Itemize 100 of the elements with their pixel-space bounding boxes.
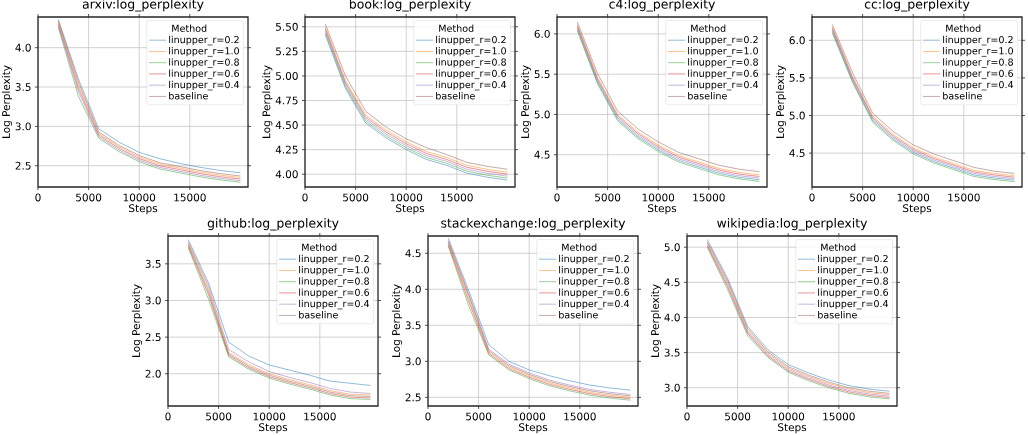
legend-label: linupper_r=0.4 <box>436 80 507 91</box>
x-tick-label: 15000 <box>174 193 206 202</box>
y-tick-label: 4.0 <box>15 43 31 52</box>
chart-title: book:log_perplexity <box>349 0 471 12</box>
legend-label: linupper_r=0.6 <box>169 69 240 80</box>
y-axis-title: Log Perplexity <box>131 284 143 357</box>
legend-label: baseline <box>299 311 338 319</box>
y-tick-label: 5.25 <box>276 47 298 56</box>
x-tick-label: 0 <box>554 193 560 202</box>
y-tick-label: 4.50 <box>275 121 298 130</box>
x-axis-title: Steps <box>259 423 288 434</box>
y-tick-label: 4.5 <box>534 150 550 159</box>
y-tick-label: 6.0 <box>789 36 805 45</box>
legend-label: linupper_r=0.6 <box>688 69 759 80</box>
legend-label: linupper_r=0.4 <box>688 80 759 91</box>
legend-label: linupper_r=0.2 <box>943 35 1013 46</box>
legend-title: Method <box>302 243 337 251</box>
x-tick-label: 5000 <box>206 412 232 421</box>
legend-label: linupper_r=0.8 <box>943 58 1013 68</box>
x-tick-label: 5000 <box>725 412 751 421</box>
y-tick-label: 2.5 <box>15 161 31 170</box>
legend-label: baseline <box>169 92 208 100</box>
y-tick-label: 5.00 <box>276 71 298 80</box>
x-axis-title: Steps <box>778 423 807 434</box>
y-axis-title: Log Perplexity <box>650 284 662 357</box>
legend-title: Method <box>821 243 856 251</box>
x-tick-label: 15000 <box>693 193 725 202</box>
y-tick-label: 5.50 <box>276 22 298 31</box>
legend-label: baseline <box>559 311 598 319</box>
x-axis-title: Steps <box>648 204 677 215</box>
legend-label: linupper_r=0.8 <box>818 277 888 287</box>
legend-label: linupper_r=0.8 <box>299 277 369 287</box>
x-tick-label: 15000 <box>948 193 980 202</box>
chart-title: github:log_perplexity <box>207 218 339 231</box>
y-axis-title: Log Perplexity <box>262 65 273 138</box>
legend-label: baseline <box>818 311 857 319</box>
y-axis-title: Log Perplexity <box>391 284 403 357</box>
x-tick-label: 0 <box>425 412 431 421</box>
y-tick-label: 2.5 <box>145 333 161 342</box>
y-axis-title: Log Perplexity <box>520 65 532 138</box>
y-tick-label: 3.0 <box>664 383 680 392</box>
y-tick-label: 4.25 <box>275 145 298 154</box>
x-tick-label: 0 <box>809 193 815 202</box>
x-tick-label: 5000 <box>850 193 876 202</box>
legend-title: Method <box>172 24 207 32</box>
legend-title: Method <box>691 24 726 32</box>
legend-label: linupper_r=0.2 <box>818 254 888 265</box>
chart-title: wikipedia:log_perplexity <box>717 218 868 231</box>
x-tick-label: 15000 <box>441 193 473 202</box>
x-tick-label: 15000 <box>564 412 596 421</box>
x-tick-label: 0 <box>165 412 171 421</box>
y-tick-label: 4.0 <box>405 285 421 294</box>
legend-label: linupper_r=1.0 <box>169 47 239 57</box>
x-tick-label: 10000 <box>772 412 805 421</box>
legend-label: linupper_r=1.0 <box>299 266 369 276</box>
x-tick-label: 10000 <box>390 193 423 202</box>
y-tick-label: 4.5 <box>405 249 421 258</box>
x-axis-title: Steps <box>903 204 932 215</box>
x-tick-label: 0 <box>35 193 41 202</box>
legend-label: baseline <box>943 92 982 100</box>
legend-label: baseline <box>688 92 727 100</box>
legend-label: linupper_r=1.0 <box>436 47 506 57</box>
legend-label: linupper_r=0.8 <box>559 277 629 287</box>
legend-label: linupper_r=0.2 <box>688 35 758 46</box>
legend-label: linupper_r=0.2 <box>169 35 239 46</box>
x-tick-label: 10000 <box>513 412 546 421</box>
x-tick-label: 5000 <box>595 193 621 202</box>
x-tick-label: 0 <box>302 193 308 202</box>
y-tick-label: 6.0 <box>534 29 550 38</box>
y-tick-label: 3.0 <box>145 296 161 305</box>
legend-label: linupper_r=1.0 <box>818 266 888 276</box>
legend-label: baseline <box>436 92 475 100</box>
legend-label: linupper_r=0.4 <box>559 299 630 310</box>
y-tick-label: 4.0 <box>664 313 680 322</box>
y-tick-label: 5.5 <box>534 70 550 79</box>
y-axis-title: Log Perplexity <box>1 65 13 138</box>
legend-label: linupper_r=0.6 <box>436 69 507 80</box>
legend-label: linupper_r=0.6 <box>818 288 889 299</box>
legend-label: linupper_r=0.4 <box>169 80 240 91</box>
legend-label: linupper_r=0.2 <box>559 254 629 265</box>
legend-label: linupper_r=0.6 <box>943 69 1014 80</box>
x-tick-label: 10000 <box>123 193 156 202</box>
y-tick-label: 3.0 <box>405 357 421 366</box>
x-tick-label: 5000 <box>343 193 369 202</box>
legend-label: linupper_r=0.6 <box>559 288 630 299</box>
x-axis-title: Steps <box>129 204 158 215</box>
chart-title: stackexchange:log_perplexity <box>441 218 626 231</box>
legend-label: linupper_r=0.8 <box>436 58 506 68</box>
legend-label: linupper_r=0.4 <box>818 299 889 310</box>
y-tick-label: 4.75 <box>275 96 298 105</box>
chart-title: cc:log_perplexity <box>864 0 970 12</box>
legend-title: Method <box>439 24 474 32</box>
legend-title: Method <box>562 243 597 251</box>
legend-label: linupper_r=0.2 <box>299 254 369 265</box>
legend-label: linupper_r=1.0 <box>559 266 629 276</box>
x-tick-label: 10000 <box>642 193 675 202</box>
legend-title: Method <box>946 24 981 32</box>
x-tick-label: 5000 <box>466 412 492 421</box>
y-tick-label: 5.0 <box>534 110 550 119</box>
legend-label: linupper_r=0.6 <box>299 288 370 299</box>
